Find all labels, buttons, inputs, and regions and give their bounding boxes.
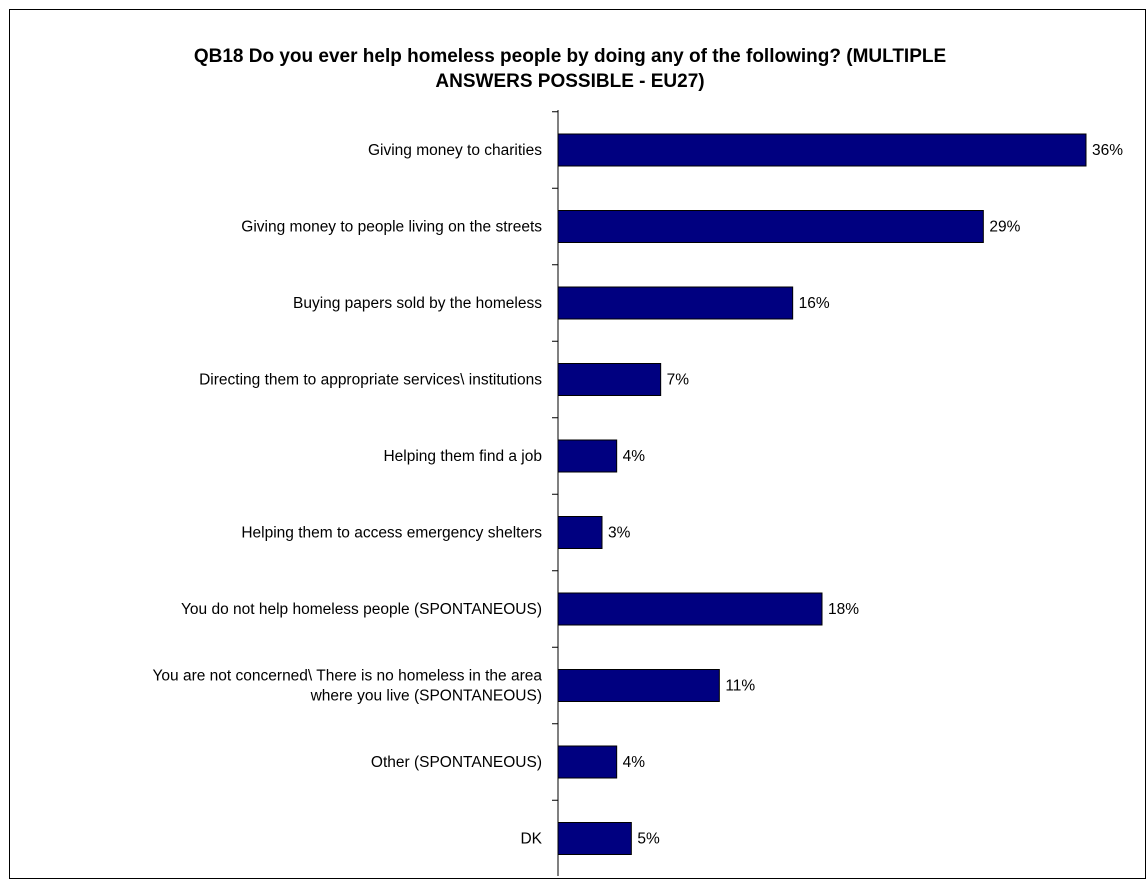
data-label: 18% bbox=[828, 601, 859, 618]
bar bbox=[557, 133, 1087, 167]
bar bbox=[557, 822, 632, 855]
bar bbox=[557, 210, 984, 243]
bar bbox=[557, 363, 662, 396]
chart-title-line-2: ANSWERS POSSIBLE - EU27) bbox=[435, 71, 705, 92]
data-label: 29% bbox=[989, 219, 1020, 236]
data-label: 4% bbox=[623, 448, 646, 465]
chart-title-line-1: QB18 Do you ever help homeless people by… bbox=[193, 46, 947, 67]
category-label: Giving money to charities bbox=[368, 142, 542, 159]
data-label: 36% bbox=[1092, 142, 1123, 159]
bar bbox=[557, 286, 794, 320]
category-label: Helping them find a job bbox=[383, 448, 542, 465]
data-label: 4% bbox=[623, 754, 646, 771]
bar bbox=[557, 516, 603, 549]
data-label: 16% bbox=[799, 295, 830, 312]
chart-title: QB18 Do you ever help homeless people by… bbox=[60, 44, 1080, 94]
category-label: Other (SPONTANEOUS) bbox=[371, 754, 542, 771]
data-label: 3% bbox=[608, 525, 631, 542]
category-label: Buying papers sold by the homeless bbox=[293, 295, 542, 312]
category-label: where you live (SPONTANEOUS) bbox=[310, 688, 542, 705]
data-label: 11% bbox=[725, 678, 755, 695]
category-label: Helping them to access emergency shelter… bbox=[241, 525, 542, 542]
category-label: You do not help homeless people (SPONTAN… bbox=[181, 601, 542, 618]
bar bbox=[557, 439, 618, 473]
data-label: 5% bbox=[637, 831, 660, 848]
category-label: You are not concerned\ There is no homel… bbox=[153, 668, 543, 685]
category-label: Giving money to people living on the str… bbox=[241, 219, 542, 236]
category-label: Directing them to appropriate services\ … bbox=[199, 372, 542, 389]
data-label: 7% bbox=[667, 372, 690, 389]
bar bbox=[557, 592, 823, 626]
bar bbox=[557, 669, 720, 702]
bar bbox=[557, 745, 618, 779]
category-label: DK bbox=[520, 831, 542, 848]
